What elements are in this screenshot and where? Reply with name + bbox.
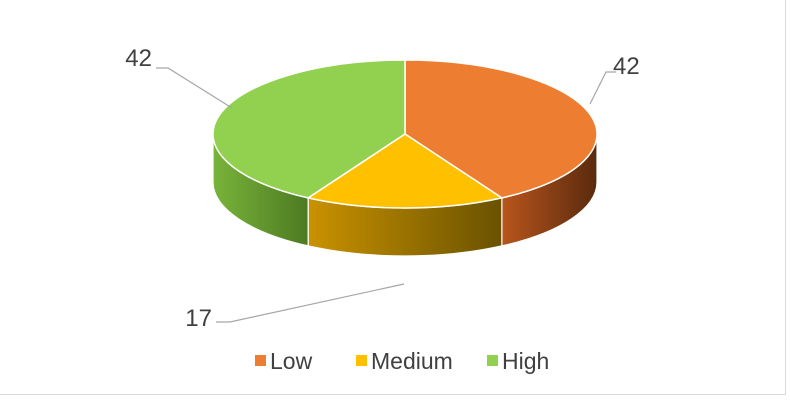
legend-label-low: Low — [270, 348, 313, 374]
pie-slice-low — [404, 59, 598, 199]
pie-tops — [212, 59, 598, 209]
pie-slice-medium — [306, 133, 504, 209]
legend: Low Medium High — [255, 348, 549, 374]
legend-swatch-medium — [356, 355, 367, 366]
leader-line-low — [589, 71, 616, 105]
legend-swatch-high — [487, 355, 498, 366]
chart-frame — [0, 0, 786, 395]
legend-swatch-low — [255, 355, 266, 366]
data-label-medium: 17 — [185, 305, 212, 332]
data-label-high: 42 — [125, 45, 152, 72]
data-labels: 42 17 42 — [125, 45, 639, 332]
pie-slice-high — [212, 59, 406, 199]
data-label-low: 42 — [613, 53, 640, 80]
leader-line-high — [156, 67, 233, 109]
legend-label-high: High — [502, 348, 549, 374]
leader-line-medium — [216, 283, 405, 323]
leader-lines — [156, 67, 616, 323]
legend-label-medium: Medium — [371, 348, 453, 374]
